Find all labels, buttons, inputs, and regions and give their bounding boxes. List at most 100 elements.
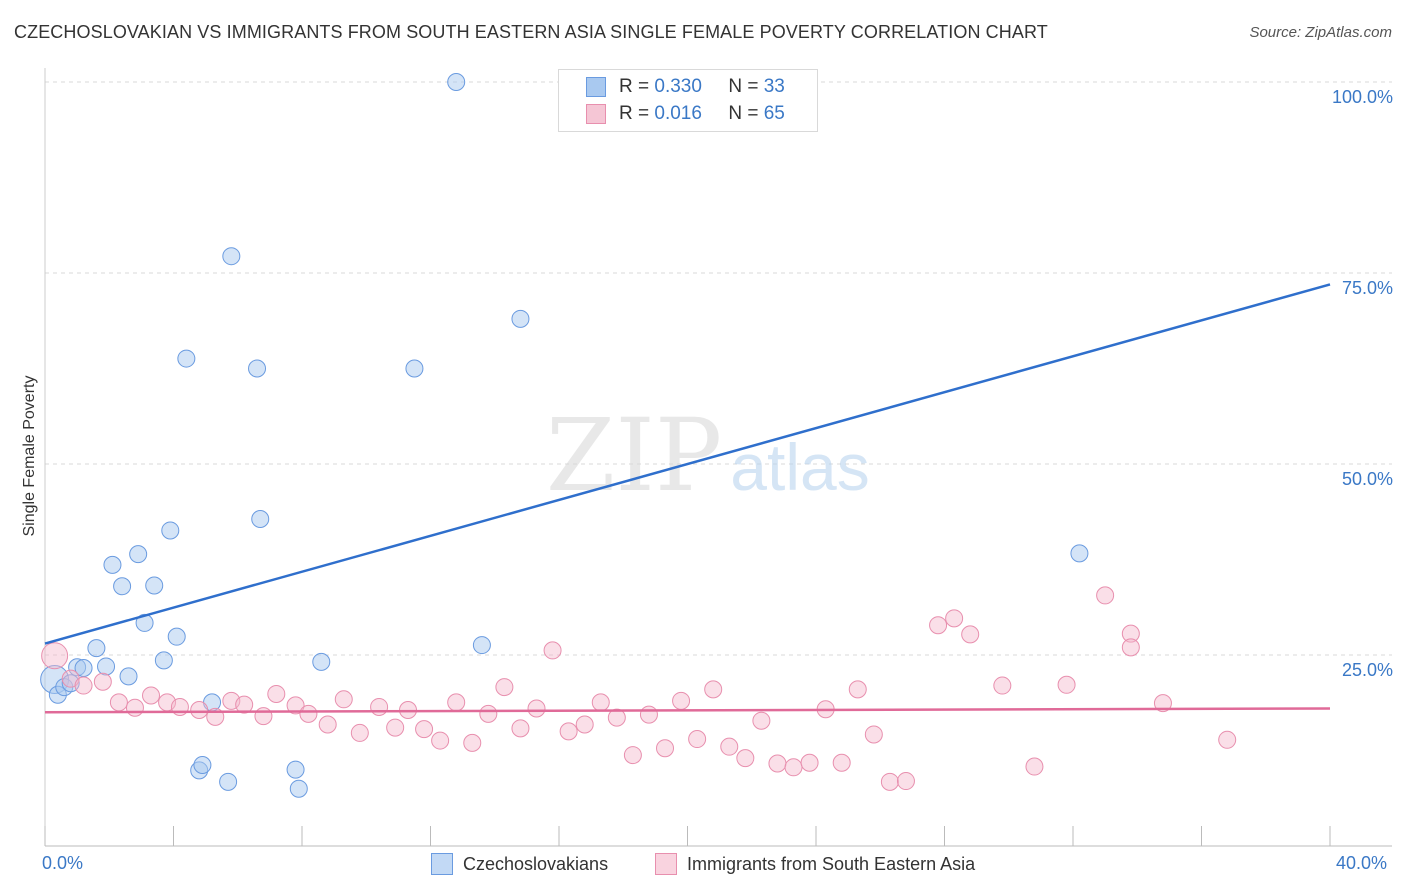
point-immigrants [527, 699, 546, 718]
trend-line-immigrants [44, 707, 1331, 714]
watermark-atlas: atlas [730, 430, 869, 504]
point-immigrants [1025, 757, 1044, 776]
point-czechoslovakians [74, 658, 93, 677]
point-immigrants [267, 684, 286, 703]
point-immigrants [495, 678, 514, 697]
point-immigrants [848, 680, 867, 699]
point-czechoslovakians [286, 760, 305, 779]
point-immigrants [74, 676, 93, 695]
legend-r-label: R = [619, 103, 650, 124]
point-immigrants [431, 731, 450, 750]
point-immigrants [1218, 730, 1237, 749]
point-immigrants [109, 693, 128, 712]
point-immigrants [961, 625, 980, 644]
point-immigrants [41, 642, 69, 670]
point-immigrants [254, 707, 273, 726]
point-czechoslovakians [177, 349, 196, 368]
point-immigrants [463, 733, 482, 752]
point-czechoslovakians [97, 657, 116, 676]
series-legend-czechoslovakians: Czechoslovakians [431, 852, 608, 876]
point-immigrants [607, 708, 626, 727]
point-immigrants [736, 749, 755, 768]
x-axis-max-label: 40.0% [1336, 853, 1388, 873]
legend-r-value-a: 0.330 [654, 76, 702, 97]
point-czechoslovakians [87, 639, 106, 658]
point-immigrants [386, 718, 405, 737]
point-immigrants [447, 693, 466, 712]
y-tick-100: 100.0% [1331, 87, 1393, 107]
point-czechoslovakians [251, 510, 270, 529]
point-immigrants [299, 704, 318, 723]
point-immigrants [190, 701, 209, 720]
point-immigrants [559, 722, 578, 741]
point-czechoslovakians [219, 772, 238, 791]
point-czechoslovakians [167, 627, 186, 646]
legend-n-value-b: 65 [763, 103, 785, 124]
trend-lines [44, 283, 1331, 714]
legend-row-immigrants: R = 0.016 N = 65 [586, 102, 785, 126]
point-czechoslovakians [312, 652, 331, 671]
point-czechoslovakians [289, 779, 308, 798]
legend-swatch-pink [586, 104, 606, 124]
point-czechoslovakians [222, 247, 241, 266]
point-czechoslovakians [472, 636, 491, 655]
correlation-legend: R = 0.330 N = 33 R = 0.016 N = 65 [558, 69, 818, 132]
point-czechoslovakians [129, 545, 148, 564]
point-immigrants [752, 711, 771, 730]
legend-swatch-blue [586, 77, 606, 97]
point-czechoslovakians [193, 756, 212, 775]
point-immigrants [334, 690, 353, 709]
immigrants-sea-points [41, 586, 1237, 791]
point-immigrants [704, 680, 723, 699]
point-immigrants [142, 686, 161, 705]
point-immigrants [880, 772, 899, 791]
point-immigrants [896, 772, 915, 791]
series-name-immigrants: Immigrants from South Eastern Asia [687, 853, 976, 874]
point-immigrants [350, 723, 369, 742]
point-immigrants [656, 739, 675, 758]
point-immigrants [720, 737, 739, 756]
point-immigrants [318, 715, 337, 734]
point-czechoslovakians [145, 576, 164, 595]
point-immigrants [623, 746, 642, 765]
point-immigrants [235, 695, 254, 714]
point-immigrants [1153, 694, 1172, 713]
point-immigrants [800, 753, 819, 772]
x-axis-min-label: 0.0% [42, 853, 84, 873]
point-immigrants [370, 697, 389, 716]
point-immigrants [832, 753, 851, 772]
axes [44, 68, 1392, 847]
point-immigrants [864, 725, 883, 744]
point-immigrants [1096, 586, 1115, 605]
point-czechoslovakians [447, 73, 466, 91]
point-immigrants [993, 676, 1012, 695]
point-immigrants [1121, 624, 1140, 643]
series-name-czechoslovakians: Czechoslovakians [463, 853, 609, 874]
point-czechoslovakians [1070, 544, 1089, 563]
point-immigrants [591, 693, 610, 712]
point-immigrants [415, 720, 434, 739]
point-immigrants [768, 754, 787, 773]
legend-n-value-a: 33 [763, 76, 785, 97]
legend-row-czechoslovakians: R = 0.330 N = 33 [586, 75, 785, 99]
series-swatch-pink [655, 853, 677, 875]
series-legend-immigrants: Immigrants from South Eastern Asia [655, 852, 975, 876]
point-immigrants [575, 715, 594, 734]
point-immigrants [1121, 638, 1140, 657]
watermark: ZIP atlas [546, 397, 870, 514]
chart-title: CZECHOSLOVAKIAN VS IMMIGRANTS FROM SOUTH… [14, 22, 1048, 42]
czechoslovakians-points [40, 73, 1089, 798]
point-czechoslovakians [103, 555, 122, 574]
series-swatch-blue [431, 853, 453, 875]
legend-r-value-b: 0.016 [654, 103, 702, 124]
point-immigrants [543, 641, 562, 660]
point-immigrants [639, 705, 658, 724]
point-czechoslovakians [248, 359, 267, 378]
point-immigrants [672, 691, 691, 710]
point-immigrants [945, 609, 964, 628]
legend-n-label: N = [728, 76, 759, 97]
point-immigrants [286, 696, 305, 715]
trend-line-czechoslovakians [44, 283, 1331, 645]
point-immigrants [125, 698, 144, 717]
